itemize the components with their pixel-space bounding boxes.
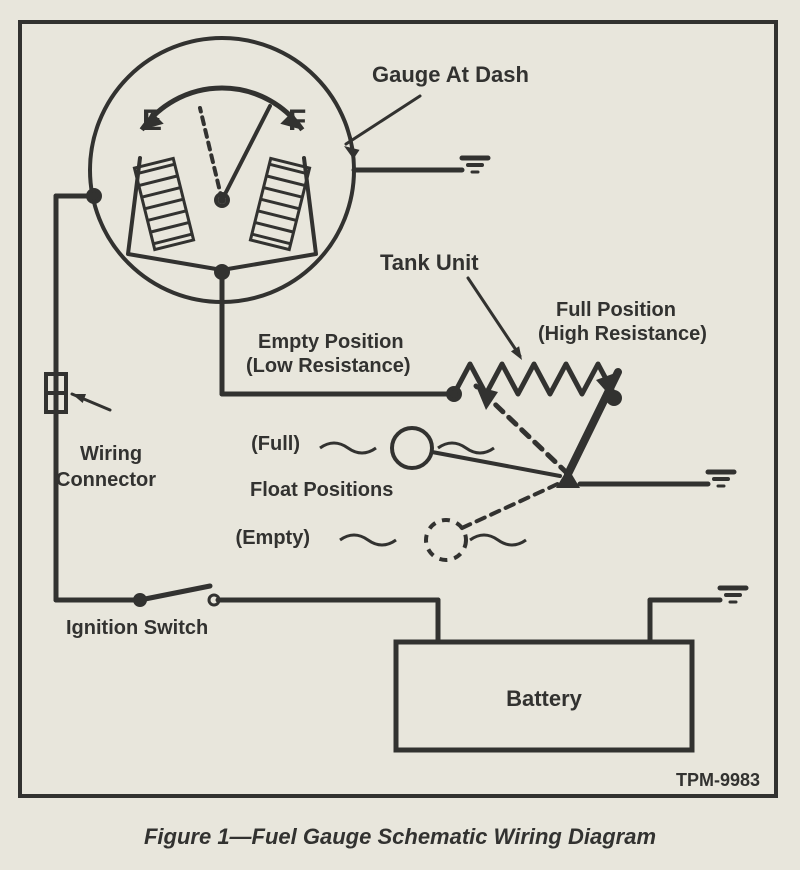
svg-text:Wiring: Wiring [80, 443, 142, 465]
svg-text:(Full): (Full) [251, 433, 300, 455]
svg-text:(Empty): (Empty) [236, 527, 310, 549]
svg-text:E: E [142, 104, 162, 137]
svg-text:Empty Position: Empty Position [258, 331, 404, 353]
svg-text:(High Resistance): (High Resistance) [538, 323, 707, 345]
svg-text:Ignition Switch: Ignition Switch [66, 617, 208, 639]
svg-text:Battery: Battery [506, 686, 583, 711]
svg-text:TPM-9983: TPM-9983 [676, 770, 760, 790]
svg-text:Gauge At Dash: Gauge At Dash [372, 62, 529, 87]
svg-text:Full Position: Full Position [556, 299, 676, 321]
svg-text:Float Positions: Float Positions [250, 479, 393, 501]
svg-text:F: F [288, 104, 306, 137]
svg-text:Tank Unit: Tank Unit [380, 250, 479, 275]
svg-text:Connector: Connector [56, 469, 156, 491]
figure-caption: Figure 1—Fuel Gauge Schematic Wiring Dia… [0, 824, 800, 850]
svg-text:(Low Resistance): (Low Resistance) [246, 355, 410, 377]
